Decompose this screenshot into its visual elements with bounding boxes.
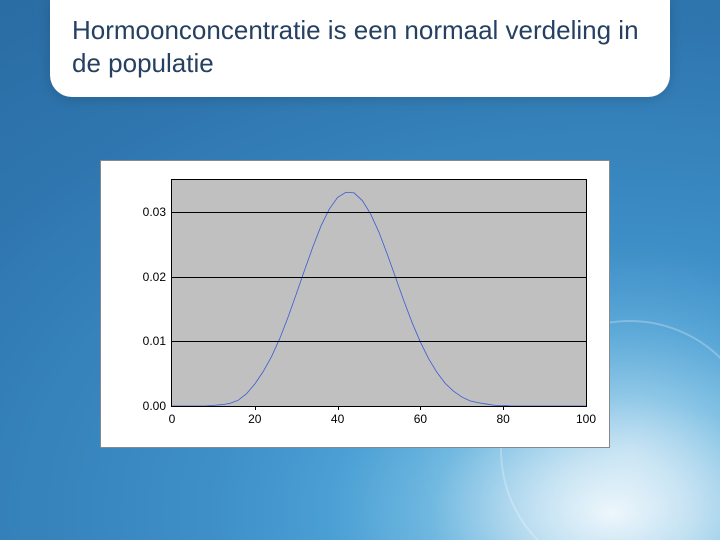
plot-area: 0.000.010.020.03020406080100 bbox=[171, 179, 587, 407]
chart-panel: 0.00 0.01 0.02 0.03 0 20 40 60 80 100 bbox=[100, 160, 610, 448]
slide-title: Hormoonconcentratie is een normaal verde… bbox=[72, 14, 648, 79]
xtick-mark bbox=[255, 406, 256, 410]
xtick-label: 0 bbox=[169, 412, 176, 426]
normal-curve bbox=[172, 180, 586, 406]
gridline bbox=[172, 277, 586, 278]
xtick-mark bbox=[420, 406, 421, 410]
title-card: Hormoonconcentratie is een normaal verde… bbox=[50, 0, 670, 97]
ytick-label: 0.00 bbox=[143, 399, 166, 413]
ytick-label: 0.01 bbox=[143, 334, 166, 348]
xtick-mark bbox=[338, 406, 339, 410]
xtick-label: 60 bbox=[414, 412, 427, 426]
gridline bbox=[172, 341, 586, 342]
xtick-label: 20 bbox=[248, 412, 261, 426]
ytick-label: 0.03 bbox=[143, 205, 166, 219]
ytick-label: 0.02 bbox=[143, 270, 166, 284]
xtick-label: 40 bbox=[331, 412, 344, 426]
gridline bbox=[172, 212, 586, 213]
xtick-mark bbox=[503, 406, 504, 410]
xtick-label: 100 bbox=[576, 412, 596, 426]
xtick-label: 80 bbox=[497, 412, 510, 426]
